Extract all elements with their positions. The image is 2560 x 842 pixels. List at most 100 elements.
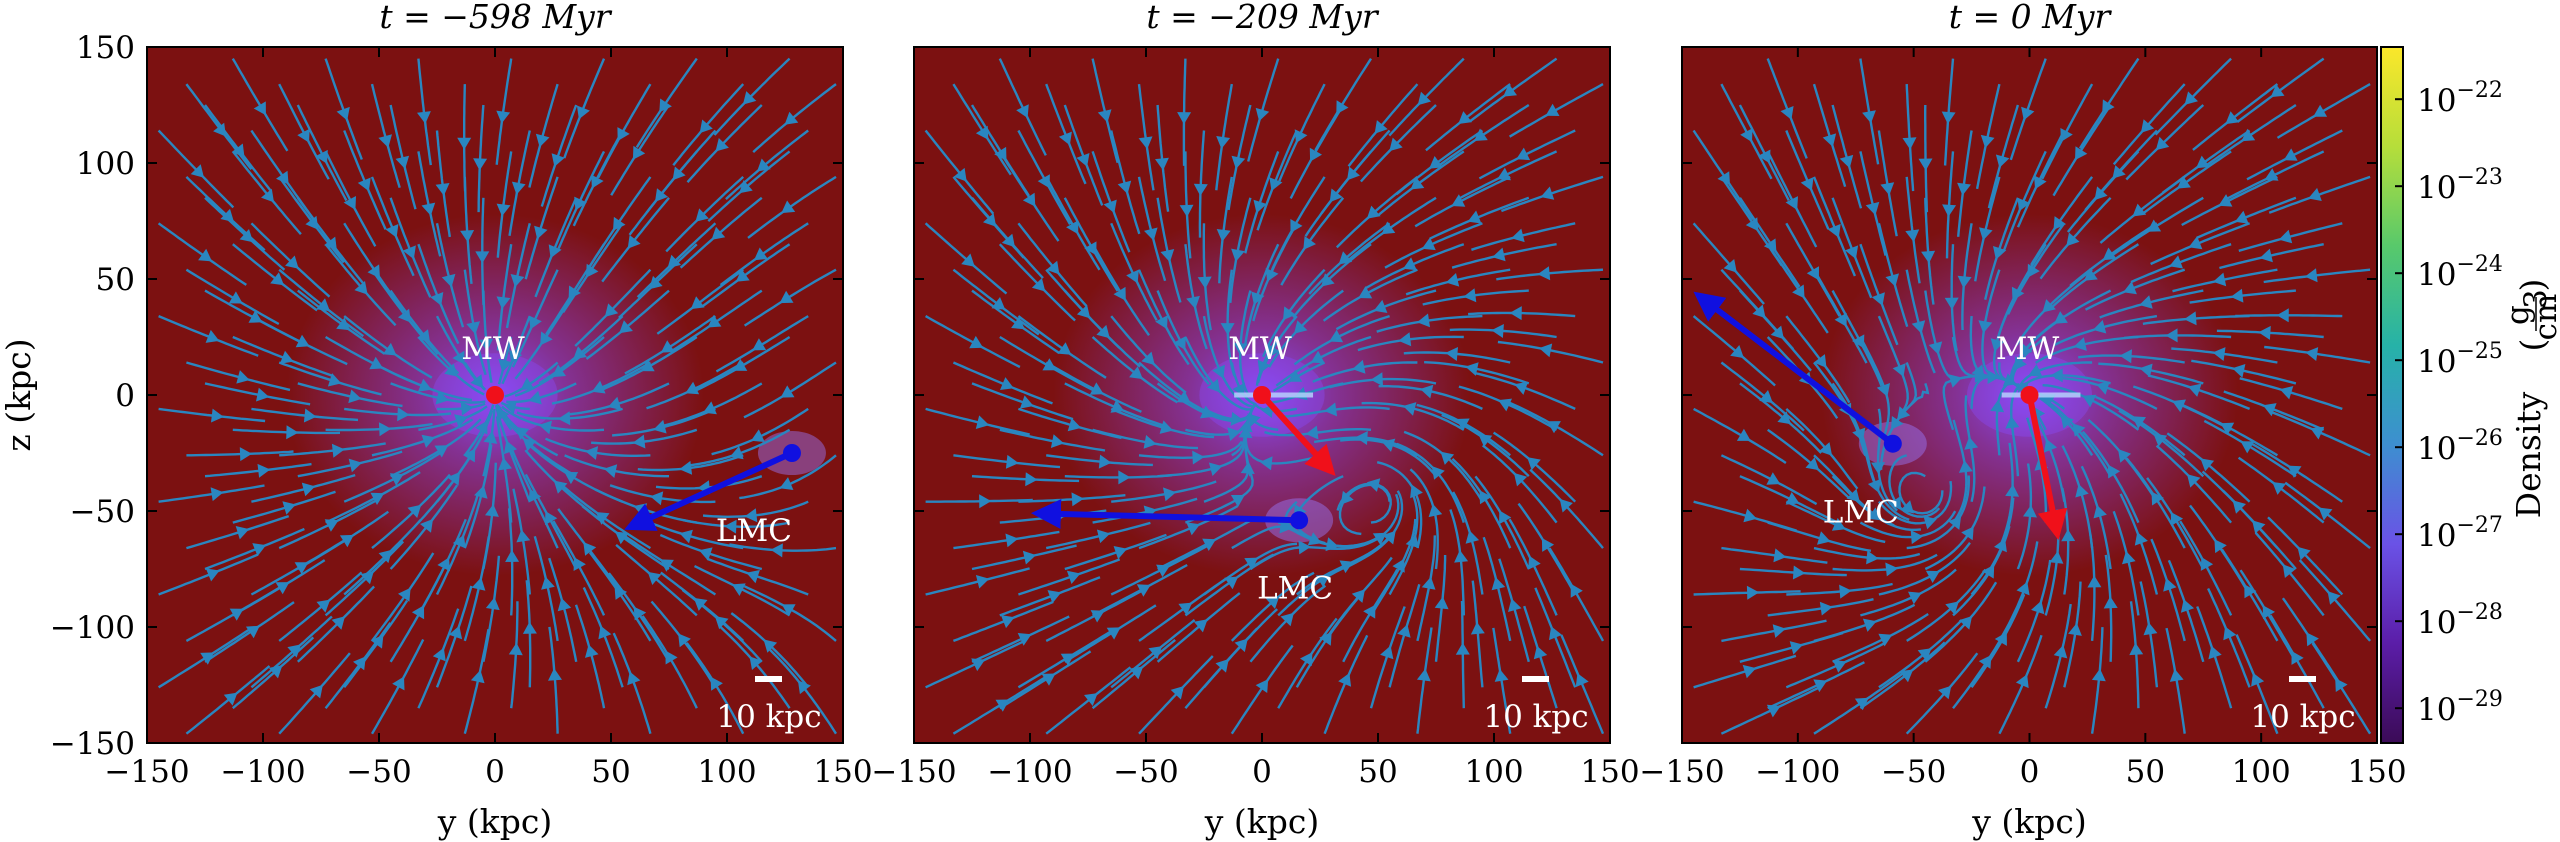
streamline-arrow-75 xyxy=(1978,655,1992,669)
streamline-206 xyxy=(707,150,791,222)
streamline-167 xyxy=(1409,468,1439,570)
streamline-143 xyxy=(2034,335,2139,364)
streamline-198 xyxy=(1481,444,1558,524)
streamline-arrow-176 xyxy=(1410,176,1425,190)
streamline-arrow-36 xyxy=(1098,454,1112,469)
streamline-arrow-39 xyxy=(1057,342,1072,355)
streamline-109 xyxy=(495,416,513,523)
streamline-arrow-91 xyxy=(1234,638,1248,653)
colorbar-unit-den: cm xyxy=(2528,294,2560,341)
streamline-arrow-203 xyxy=(2258,325,2271,340)
streamline-arrow-90 xyxy=(2015,674,2029,689)
streamline-arrow-219 xyxy=(2276,308,2289,323)
streamline-arrow-120 xyxy=(2091,668,2106,682)
streamline-174 xyxy=(2099,289,2204,319)
colorbar-tick-exponent: −25 xyxy=(2456,339,2502,364)
streamline-arrow-122 xyxy=(516,529,531,543)
streamline-arrow-200 xyxy=(729,446,744,460)
streamline-arrow-170 xyxy=(2153,433,2168,447)
streamline-arrow-89 xyxy=(1177,112,1192,125)
streamline-arrow-168 xyxy=(2170,512,2184,526)
streamline-arrow-119 xyxy=(1338,673,1352,687)
streamline-177 xyxy=(610,104,670,196)
streamline-143 xyxy=(1268,289,1344,368)
streamline-arrow-127 xyxy=(1288,369,1303,382)
streamline-166 xyxy=(615,543,698,617)
streamline-91 xyxy=(1970,593,2026,688)
streamline-183 xyxy=(2189,504,2251,596)
streamline-118 xyxy=(1987,104,2020,209)
streamline-arrow-70 xyxy=(1155,315,1168,330)
streamline-135 xyxy=(2129,601,2140,709)
streamline-arrow-169 xyxy=(1381,438,1396,452)
streamline-arrow-90 xyxy=(470,670,485,684)
streamline-arrow-214 xyxy=(744,508,758,523)
streamline-arrow-192 xyxy=(2218,194,2233,207)
streamline-72 xyxy=(1905,176,1921,284)
colorbar-tick-label: 10−25 xyxy=(2417,339,2503,380)
streamline-arrow-87 xyxy=(1179,204,1194,217)
streamline-106 xyxy=(1249,584,1327,663)
x-tick-label: 50 xyxy=(2126,754,2165,790)
streamline-arrow-183 xyxy=(2214,539,2227,554)
streamline-175 xyxy=(2130,243,2232,284)
streamline-arrow-177 xyxy=(632,145,646,160)
streamline-arrow-190 xyxy=(667,254,681,269)
streamline-222 xyxy=(2268,175,2371,214)
streamline-arrow-165 xyxy=(2208,645,2222,660)
streamline-42 xyxy=(1045,176,1101,271)
streamline-127 xyxy=(504,361,559,398)
streamline-arrow-81 xyxy=(1227,427,1241,441)
streamline-116 xyxy=(496,151,513,258)
streamline-115 xyxy=(481,197,485,305)
streamline-85 xyxy=(417,243,460,345)
streamline-arrow-25 xyxy=(1792,284,1805,299)
streamline-arrow-53 xyxy=(1129,366,1143,380)
streamline-166 xyxy=(1449,509,1465,616)
streamline-220 xyxy=(1471,222,1576,251)
streamline-arrow-57 xyxy=(1103,199,1117,214)
streamline-arrow-28 xyxy=(994,146,1007,161)
streamline-arrow-29 xyxy=(1780,106,1794,120)
streamline-41 xyxy=(1017,222,1088,307)
streamline-76 xyxy=(1156,592,1241,663)
x-tick-label: −50 xyxy=(1113,754,1178,790)
streamline-arrow-137 xyxy=(2122,551,2136,565)
streamline-arrow-39 xyxy=(295,334,310,348)
streamline-arrow-130 xyxy=(2042,299,2056,313)
streamline-6 xyxy=(1720,454,1818,506)
streamline-13 xyxy=(157,129,235,209)
colorbar-unit-num: g xyxy=(2500,305,2536,325)
streamline-arrow-150 xyxy=(2169,668,2184,682)
streamline-arrow-47 xyxy=(1908,591,1922,605)
streamline-arrow-188 xyxy=(1417,313,1430,328)
streamline-24 xyxy=(1739,289,1812,372)
streamline-arrow-143 xyxy=(540,331,553,346)
streamline-arrow-186 xyxy=(2220,422,2235,435)
x-tick-label: 0 xyxy=(1252,754,1272,790)
streamline-arrow-204 xyxy=(2230,288,2244,303)
streamline-160 xyxy=(2084,268,2186,311)
streamline-arrow-215 xyxy=(1547,421,1561,434)
streamline-arrow-147 xyxy=(551,153,565,167)
streamline-arrow-209 xyxy=(1575,673,1589,688)
streamline-20 xyxy=(204,462,312,478)
x-tick-label: −50 xyxy=(1881,754,1946,790)
streamline-arrow-221 xyxy=(1540,186,1555,200)
streamline-arrow-23 xyxy=(279,350,294,364)
lmc-velocity-arrow xyxy=(1030,498,1300,529)
streamline-arrow-69 xyxy=(1141,351,1155,366)
streamline-arrow-158 xyxy=(573,346,587,360)
streamline-arrow-202 xyxy=(1491,324,1504,338)
streamline-199 xyxy=(2237,456,2325,524)
streamline-arrow-220 xyxy=(2304,268,2318,283)
streamline-arrow-196 xyxy=(2262,605,2275,620)
streamline-arrow-33 xyxy=(1839,584,1852,599)
streamline-arrow-69 xyxy=(1892,363,1906,377)
streamline-108 xyxy=(482,462,497,570)
colorbar-tick-exponent: −29 xyxy=(2456,687,2502,712)
streamline-arrow-178 xyxy=(1417,91,1432,106)
streamline-arrow-57 xyxy=(1865,201,1880,216)
x-tick-label: 50 xyxy=(1358,754,1397,790)
panel-3: MW LMC 10 kpc −150 −100 −50 0 50 100 150 t = 0 Myr… xyxy=(1639,0,2406,841)
